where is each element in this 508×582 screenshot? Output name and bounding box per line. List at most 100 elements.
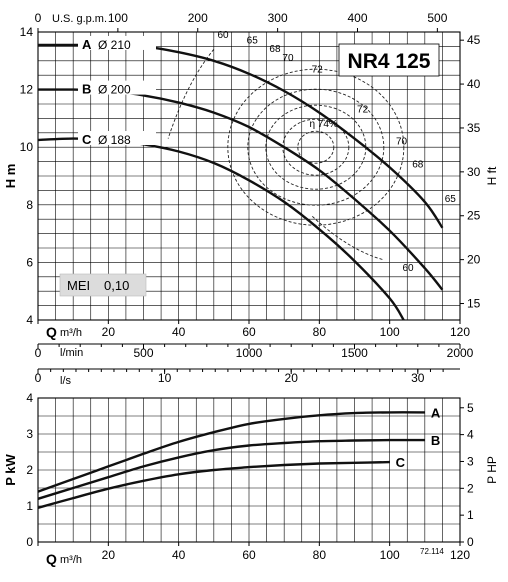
gpm-tick-label: 100 [108, 11, 128, 25]
power-label-c: C [396, 455, 406, 470]
p-tick-label: 4 [26, 391, 33, 405]
head-axis-title: H m [3, 164, 18, 189]
q-axis-title-bottom: Q [46, 551, 57, 567]
ls-tick-label: 30 [411, 371, 425, 385]
power-chart-grid [38, 398, 460, 542]
title-box [338, 43, 440, 77]
p-tick-label: 1 [26, 499, 33, 513]
h-tick-label: 12 [20, 83, 34, 97]
hft-tick-label: 25 [467, 209, 481, 223]
q-tick-label: 60 [242, 325, 256, 339]
head-curve-b [37, 88, 444, 291]
gpm-tick-label: 0 [35, 11, 42, 25]
lmin-tick-label: 500 [133, 346, 153, 360]
lmin-tick-label: 0 [35, 346, 42, 360]
efficiency-label: 70 [396, 136, 408, 147]
efficiency-ring [297, 130, 335, 164]
q-tick-label: 40 [172, 548, 186, 562]
q-tick-label: 40 [172, 325, 186, 339]
lmin-tick-label: 1000 [236, 346, 263, 360]
q-unit-bottom: m³/h [60, 554, 82, 566]
efficiency-label: 72 [312, 64, 324, 75]
ls-tick-label: 0 [35, 371, 42, 385]
lmin-tick-label: 1500 [341, 346, 368, 360]
q-tick-label: 100 [380, 548, 400, 562]
curve-label-c: C [82, 132, 92, 147]
q-tick-label: 80 [313, 548, 327, 562]
h-tick-label: 6 [26, 255, 33, 269]
hft-tick-label: 40 [467, 77, 481, 91]
h-tick-label: 14 [20, 25, 34, 39]
h-tick-label: 10 [20, 140, 34, 154]
efficiency-label: 60 [402, 263, 414, 274]
php-tick-label: 1 [467, 508, 474, 522]
h-tick-label: 4 [26, 313, 33, 327]
efficiency-label: 65 [247, 36, 259, 47]
efficiency-label: 72 [357, 105, 369, 116]
p-tick-label: 2 [26, 463, 33, 477]
efficiency-branch-right [311, 215, 383, 260]
q-tick-label: 60 [242, 548, 256, 562]
ls-axis-title: l/s [60, 375, 72, 387]
chart-code: 72.114 [420, 547, 444, 556]
power-label-b: B [431, 433, 440, 448]
diameter-label-b: Ø 200 [98, 83, 131, 97]
q-tick-label: 20 [102, 548, 116, 562]
mei-box [59, 273, 147, 297]
mei-value: 0,10 [104, 278, 129, 293]
hft-tick-label: 15 [467, 297, 481, 311]
q-tick-label: 120 [450, 548, 470, 562]
efficiency-label: 65 [445, 194, 457, 205]
efficiency-label: 68 [269, 44, 281, 55]
p-tick-label: 0 [26, 535, 33, 549]
q-tick-label: 80 [313, 325, 327, 339]
lmin-axis-title: l/min [60, 347, 83, 359]
diameter-label-c: Ø 188 [98, 133, 131, 147]
h-tick-label: 8 [26, 198, 33, 212]
efficiency-branch-left [167, 48, 215, 139]
gpm-tick-label: 300 [268, 11, 288, 25]
hft-tick-label: 35 [467, 121, 481, 135]
hft-tick-label: 30 [467, 165, 481, 179]
hft-tick-label: 20 [467, 253, 481, 267]
gpm-tick-label: 400 [347, 11, 367, 25]
php-tick-label: 3 [467, 454, 474, 468]
efficiency-label: 70 [282, 53, 294, 64]
q-tick-label: 120 [450, 325, 470, 339]
power-curve-b [37, 438, 425, 500]
gpm-tick-label: 200 [188, 11, 208, 25]
chart-title: NR4 125 [348, 50, 431, 73]
head-ft-axis-title: H ft [485, 166, 499, 185]
php-tick-label: 5 [467, 401, 474, 415]
power-hp-axis-title: P HP [485, 456, 499, 484]
q-axis-title-top: Q [46, 324, 57, 340]
php-tick-label: 2 [467, 481, 474, 495]
curve-label-bg [78, 35, 156, 50]
power-axis-title: P kW [3, 454, 18, 486]
power-label-a: A [431, 405, 441, 420]
curve-label-b: B [82, 82, 91, 97]
efficiency-label: 68 [412, 159, 424, 170]
ls-tick-label: 10 [158, 371, 172, 385]
q-tick-label: 20 [102, 325, 116, 339]
mei-label: MEI [67, 278, 90, 293]
q-tick-label: 100 [380, 325, 400, 339]
q-unit-top: m³/h [60, 327, 82, 339]
p-tick-label: 3 [26, 427, 33, 441]
curve-label-bg [78, 131, 156, 145]
gpm-tick-label: 500 [427, 11, 447, 25]
curve-label-a: A [82, 37, 92, 52]
ls-tick-label: 20 [285, 371, 299, 385]
efficiency-ring [247, 88, 385, 206]
lmin-tick-label: 2000 [447, 346, 474, 360]
hft-tick-label: 45 [467, 33, 481, 47]
efficiency-label: 60 [217, 30, 229, 41]
php-tick-label: 4 [467, 428, 474, 442]
curve-label-bg [78, 80, 156, 95]
php-tick-label: 0 [467, 535, 474, 549]
power-curve-c [37, 460, 390, 509]
efficiency-label: η 74% [309, 119, 337, 130]
